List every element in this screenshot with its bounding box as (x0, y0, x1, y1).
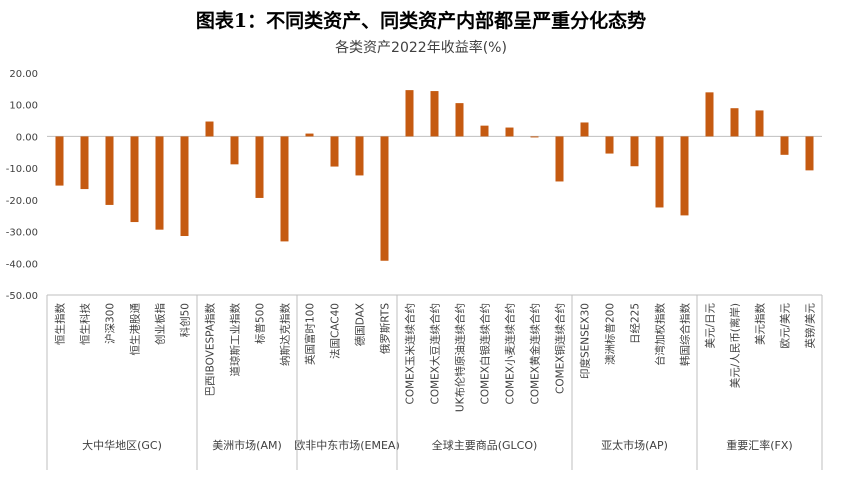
y-tick-label: 10.00 (9, 101, 38, 112)
bar-4-2 (630, 136, 639, 167)
category-label: 恒生指数 (54, 303, 67, 345)
bar-4-0 (580, 122, 589, 137)
bar-4-1 (605, 136, 614, 154)
bar-0-2 (105, 136, 114, 205)
category-label: 美元/日元 (704, 303, 717, 349)
category-label: 标普500 (254, 303, 267, 344)
bar-0-3 (130, 136, 139, 223)
bar-4-4 (680, 136, 689, 216)
group-label: 全球主要商品(GLCO) (432, 438, 538, 452)
category-label: COMEX黄金连续合约 (529, 303, 542, 404)
category-label: 创业板指 (154, 303, 167, 345)
category-label: 德国DAX (354, 303, 367, 346)
figure-title: 图表1：不同类资产、同类资产内部都呈严重分化态势 (195, 10, 647, 32)
y-tick-label: 20.00 (9, 69, 38, 80)
category-label: 科创50 (179, 303, 192, 337)
group-label: 亚太市场(AP) (601, 438, 668, 452)
bar-2-0 (305, 133, 314, 137)
category-label: 日经225 (629, 303, 642, 344)
group-label: 重要汇率(FX) (726, 438, 792, 452)
category-label: 沪深300 (104, 303, 117, 344)
category-label: COMEX大豆连续合约 (429, 303, 442, 404)
y-tick-label: -40.00 (6, 259, 38, 270)
category-label: COMEX铜连续合约 (554, 303, 567, 394)
bar-0-5 (180, 136, 189, 237)
bar-0-0 (55, 136, 64, 186)
bar-3-6 (555, 136, 564, 182)
y-tick-label: -30.00 (6, 228, 38, 239)
category-label: 欧元/美元 (779, 303, 792, 349)
category-label: 俄罗斯RTS (379, 303, 392, 354)
chart-title: 各类资产2022年收益率(%) (335, 39, 507, 56)
y-tick-label: 0.00 (16, 132, 38, 143)
category-label: 韩国综合指数 (679, 303, 692, 366)
bar-2-2 (355, 136, 364, 176)
group-label: 欧非中东市场(EMEA) (294, 438, 400, 452)
bar-0-4 (155, 136, 164, 230)
category-label: UK布伦特原油连续合约 (454, 303, 467, 412)
bar-5-2 (755, 110, 764, 137)
category-label: COMEX玉米连续合约 (404, 303, 417, 404)
category-label: 道琼斯工业指数 (229, 303, 242, 377)
bar-3-1 (430, 91, 439, 137)
bar-1-3 (280, 136, 289, 242)
bar-5-1 (730, 108, 739, 137)
category-label: 美元/人民币(离岸) (729, 303, 742, 388)
y-tick-label: -50.00 (6, 291, 38, 302)
bar-3-3 (480, 125, 489, 137)
bar-3-0 (405, 90, 414, 137)
bar-2-3 (380, 136, 389, 261)
group-label: 美洲市场(AM) (212, 438, 282, 452)
category-label: 台湾加权指数 (654, 303, 667, 366)
bar-1-0 (205, 121, 214, 137)
bar-2-1 (330, 136, 339, 167)
category-label: 英国富时100 (304, 303, 317, 365)
bar-1-1 (230, 136, 239, 165)
bar-5-3 (780, 136, 789, 155)
category-label: 巴西IBOVESPA指数 (204, 303, 217, 397)
category-label: COMEX小麦连续合约 (504, 303, 517, 404)
category-label: 纳斯达克指数 (279, 303, 292, 366)
category-label: 恒生科技 (79, 303, 92, 345)
bar-5-0 (705, 92, 714, 137)
bar-3-4 (505, 127, 514, 137)
bar-0-1 (80, 136, 89, 190)
category-label: 印度SENSEX30 (579, 303, 592, 379)
category-label: 恒生港股通 (129, 303, 142, 356)
y-tick-label: -20.00 (6, 196, 38, 207)
category-label: 英镑/美元 (804, 303, 817, 349)
bar-5-4 (805, 136, 814, 171)
bar-3-5 (530, 136, 539, 138)
bar-1-2 (255, 136, 264, 198)
category-label: 澳洲标普200 (604, 303, 617, 365)
bar-3-2 (455, 103, 464, 137)
y-tick-label: -10.00 (6, 164, 38, 175)
category-label: 美元指数 (754, 303, 767, 345)
group-label: 大中华地区(GC) (82, 438, 162, 452)
category-label: 法国CAC40 (329, 303, 342, 359)
bar-4-3 (655, 136, 664, 208)
category-label: COMEX白银连续合约 (479, 303, 492, 404)
